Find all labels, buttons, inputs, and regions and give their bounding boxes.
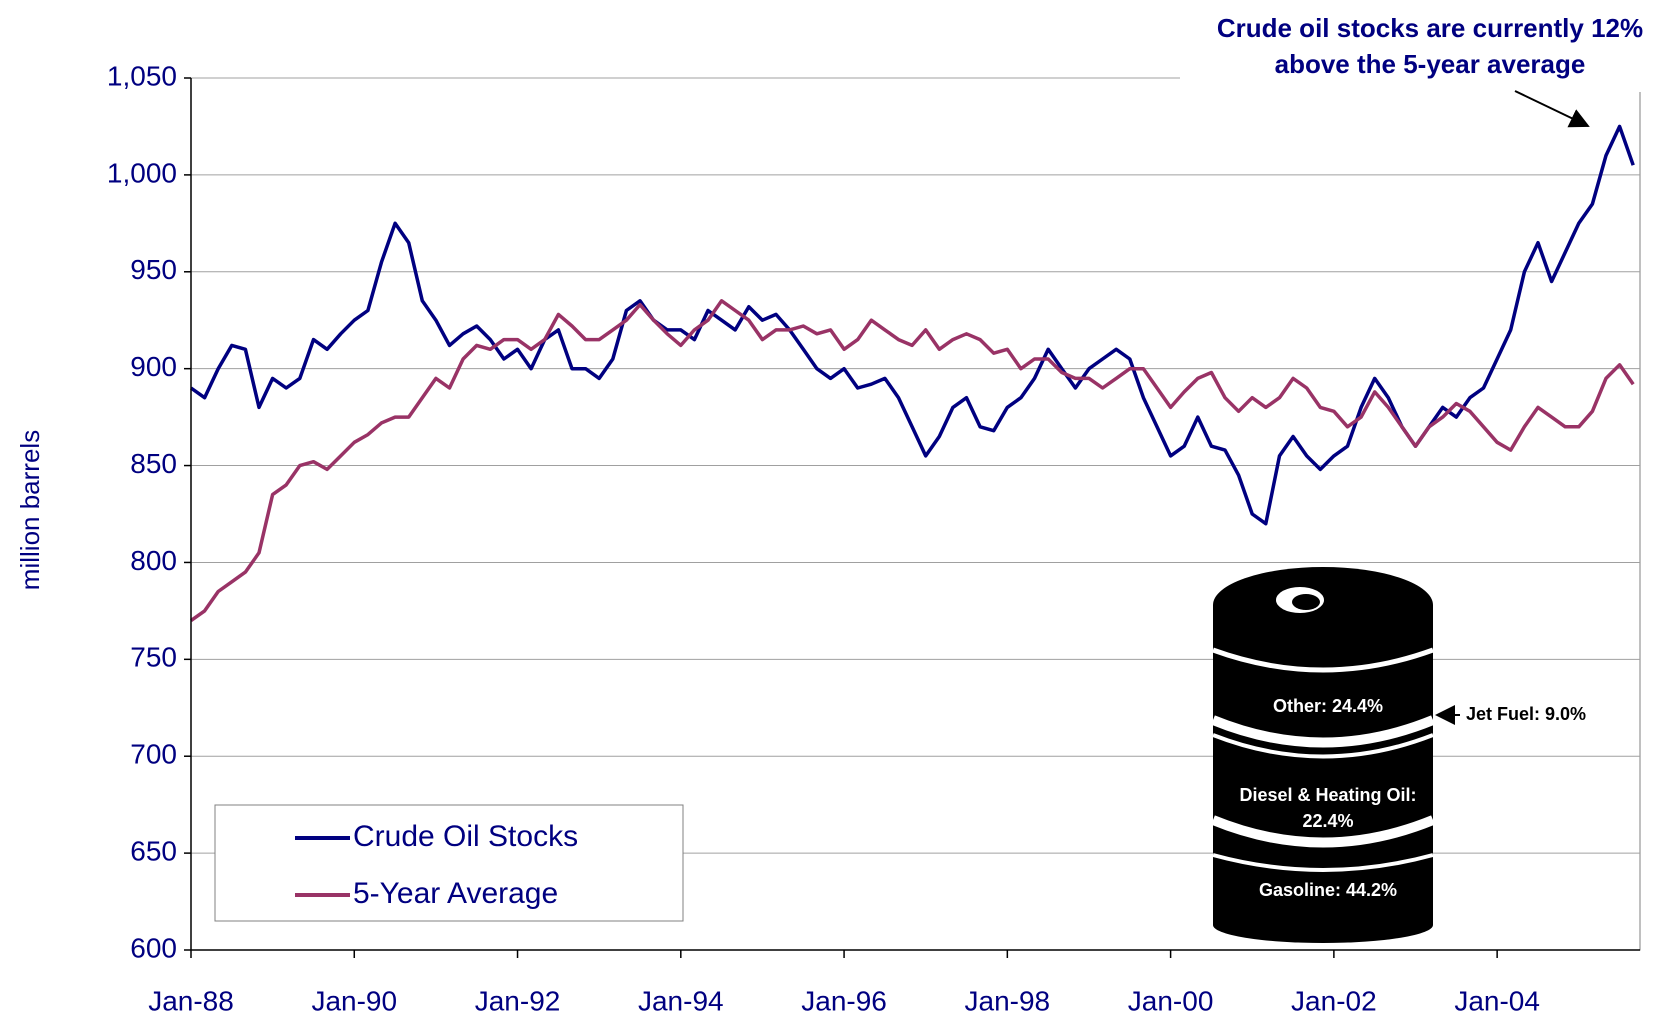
x-tick-label: Jan-04 bbox=[1454, 985, 1540, 1016]
x-tick-label: Jan-96 bbox=[801, 985, 887, 1016]
annotation-arrow bbox=[1514, 90, 1590, 128]
y-tick-label: 1,000 bbox=[107, 157, 177, 188]
barrel-label: Other: 24.4% bbox=[1273, 696, 1383, 716]
y-tick-label: 650 bbox=[130, 836, 177, 867]
barrel-label: Diesel & Heating Oil: 22.4% bbox=[1239, 785, 1417, 831]
barrel-rib bbox=[1212, 853, 1434, 872]
x-tick-label: Jan-02 bbox=[1291, 985, 1377, 1016]
annotation: Crude oil stocks are currently 12% above… bbox=[1216, 13, 1644, 79]
barrel: Other: 24.4% Gasoline: 44.2% Jet Fuel: 9… bbox=[1211, 567, 1586, 943]
barrel-rib bbox=[1212, 733, 1434, 759]
y-tick-label: 600 bbox=[130, 932, 177, 963]
y-tick-label: 850 bbox=[130, 448, 177, 479]
legend-label: 5-Year Average bbox=[353, 877, 558, 910]
x-tick-label: Jan-98 bbox=[965, 985, 1051, 1016]
barrel-rib bbox=[1211, 815, 1435, 848]
y-axis-title: million barrels bbox=[15, 430, 45, 590]
y-tick-label: 800 bbox=[130, 545, 177, 576]
barrel-rib bbox=[1211, 715, 1435, 748]
x-tick-label: Jan-88 bbox=[148, 985, 234, 1016]
y-tick-label: 750 bbox=[130, 642, 177, 673]
y-tick-label: 900 bbox=[130, 351, 177, 382]
x-tick-label: Jan-94 bbox=[638, 985, 724, 1016]
y-tick-label: 950 bbox=[130, 254, 177, 285]
barrel-bottom bbox=[1213, 907, 1433, 943]
barrel-label: Gasoline: 44.2% bbox=[1259, 880, 1397, 900]
legend-label: Crude Oil Stocks bbox=[353, 820, 578, 853]
y-tick-label: 1,050 bbox=[107, 60, 177, 91]
barrel-cap-hole bbox=[1292, 594, 1320, 610]
legend-entries: Crude Oil Stocks 5-Year Average bbox=[295, 820, 578, 910]
y-tick-label: 700 bbox=[130, 739, 177, 770]
lines bbox=[189, 124, 1635, 623]
barrel-label: Jet Fuel: 9.0% bbox=[1466, 704, 1586, 724]
x-tick-label: Jan-00 bbox=[1128, 985, 1214, 1016]
series-line bbox=[189, 299, 1635, 623]
legend bbox=[214, 804, 684, 922]
barrel-top bbox=[1213, 567, 1433, 643]
series-line bbox=[189, 124, 1635, 526]
x-tick-label: Jan-92 bbox=[475, 985, 561, 1016]
x-tick-label: Jan-90 bbox=[311, 985, 397, 1016]
annotation-box bbox=[1180, 0, 1679, 92]
barrel-rib bbox=[1212, 647, 1434, 673]
barrel-body bbox=[1213, 605, 1433, 925]
